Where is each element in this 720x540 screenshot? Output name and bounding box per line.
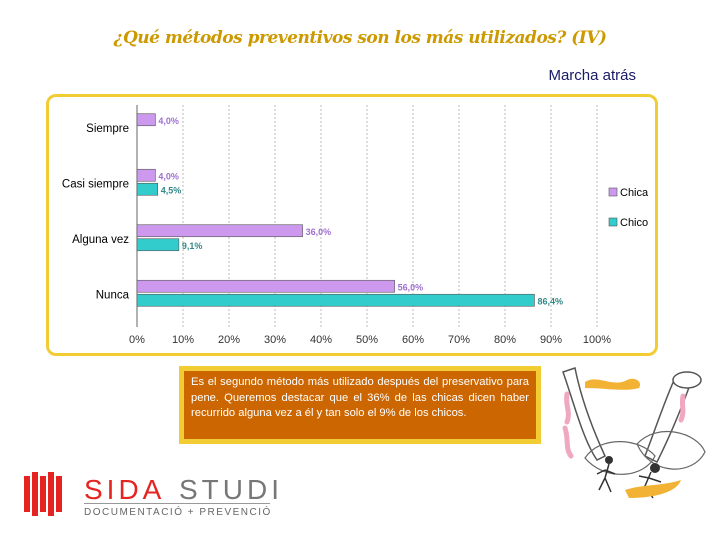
- legend-swatch-chica: [608, 187, 618, 197]
- bar-chica: [136, 113, 156, 127]
- category-label: Nunca: [96, 289, 130, 301]
- x-tick-label: 30%: [264, 334, 286, 346]
- bar-chico: [136, 182, 159, 196]
- x-tick-label: 90%: [540, 334, 562, 346]
- note-box: Es el segundo método más utilizado despu…: [179, 366, 541, 444]
- x-tick-label: 60%: [402, 334, 424, 346]
- data-label: 4,5%: [161, 185, 182, 195]
- logo-brand-b: STUDI: [179, 474, 283, 505]
- bar-chica: [136, 168, 156, 182]
- x-tick-label: 20%: [218, 334, 240, 346]
- x-tick-label: 100%: [583, 334, 611, 346]
- x-tick-label: 80%: [494, 334, 516, 346]
- bar-chico: [136, 238, 180, 252]
- page-subtitle: Marcha atrás: [548, 67, 636, 84]
- category-label: Casi siempre: [62, 178, 129, 190]
- chart-panel: 0% 10% 20% 30% 40% 50% 60% 70% 80% 90% 100% Siempre…: [46, 94, 658, 356]
- legend-swatch-chico: [608, 217, 618, 227]
- logo-brand-a: SIDA: [84, 474, 165, 505]
- data-label: 86,4%: [537, 296, 563, 306]
- sidastudi-logo: SIDA STUDI DOCUMENTACIÓ + PREVENCIÓ: [24, 472, 283, 518]
- category-label: Siempre: [86, 123, 129, 135]
- x-tick-label: 50%: [356, 334, 378, 346]
- data-label: 4,0%: [158, 116, 179, 126]
- x-tick-label: 70%: [448, 334, 470, 346]
- bar-chica: [136, 279, 395, 293]
- legend-label-chica: Chica: [620, 187, 649, 199]
- logo-mark-icon: [24, 472, 62, 516]
- bar-chico: [136, 293, 535, 307]
- logo-tagline: DOCUMENTACIÓ + PREVENCIÓ: [84, 505, 272, 518]
- category-label: Alguna vez: [72, 234, 129, 246]
- x-tick-label: 0%: [129, 334, 145, 346]
- x-tick-label: 40%: [310, 334, 332, 346]
- data-label: 56,0%: [398, 282, 424, 292]
- bar-chart: 0% 10% 20% 30% 40% 50% 60% 70% 80% 90% 100% Siempre…: [62, 105, 649, 346]
- note-text: Es el segundo método más utilizado despu…: [184, 371, 536, 439]
- data-label: 9,1%: [182, 241, 203, 251]
- data-label: 36,0%: [306, 227, 332, 237]
- bar-chica: [136, 224, 303, 238]
- decorative-illustration: [562, 367, 706, 499]
- data-label: 4,0%: [158, 171, 179, 181]
- page-title: ¿Qué métodos preventivos son los más uti…: [113, 28, 607, 48]
- legend-label-chico: Chico: [620, 217, 648, 229]
- x-tick-label: 10%: [172, 334, 194, 346]
